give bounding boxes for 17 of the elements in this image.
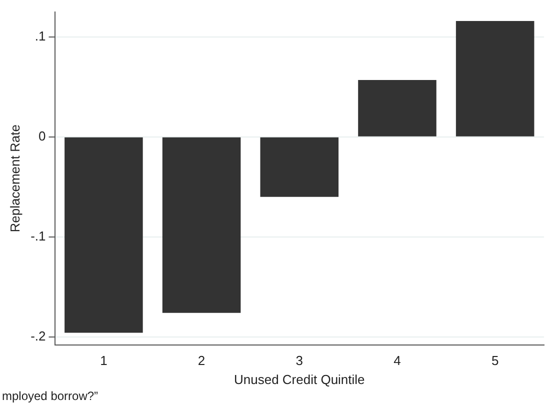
- bar: [64, 137, 143, 333]
- y-axis-title: Replacement Rate: [7, 124, 22, 232]
- bar: [358, 80, 436, 136]
- y-tick-label: 0: [38, 128, 46, 144]
- x-tick-label: 2: [198, 353, 206, 368]
- y-tick-label: -.2: [30, 328, 46, 344]
- bar: [456, 20, 534, 136]
- x-tick-label: 4: [394, 353, 401, 368]
- bar: [260, 137, 339, 197]
- text: mployed borrow?”: [1, 388, 100, 404]
- x-axis-title: Unused Credit Quintile: [234, 372, 365, 387]
- y-tick-label: -.1: [30, 228, 46, 244]
- x-tick-label: 5: [491, 353, 499, 368]
- bar: [162, 137, 241, 313]
- y-tick-label: .1: [34, 28, 46, 44]
- x-tick-label: 3: [296, 353, 304, 368]
- x-tick-label: 1: [100, 353, 108, 368]
